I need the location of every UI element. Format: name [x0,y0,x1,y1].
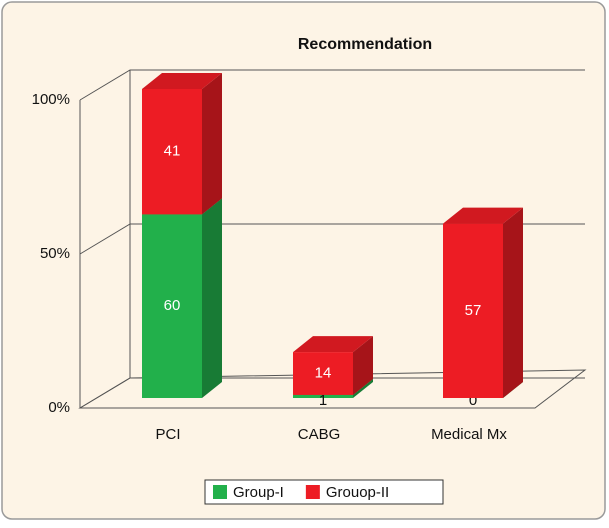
bar [293,352,353,395]
legend-swatch [305,485,320,499]
x-tick-label: Medical Mx [431,426,507,443]
y-tick-label: 100% [32,91,70,108]
bar [142,88,202,215]
x-tick-label: PCI [155,426,180,443]
data-label: 14 [315,364,332,381]
x-tick-label: CABG [298,426,341,443]
bar-side [353,336,373,395]
bar-top [443,207,523,224]
data-label: 57 [465,302,482,319]
grid-line [79,377,585,409]
data-label: 0 [469,392,477,409]
legend-label: Grouop-II [326,484,389,501]
bar-side [202,198,222,398]
bar-side [202,72,222,215]
data-label: 1 [319,392,327,409]
bar [443,223,503,398]
bar-top [293,336,373,353]
y-tick-label: 50% [40,245,70,262]
chart-title: Recommendation [298,36,432,53]
bar-top [142,72,222,89]
legend-label: Group-I [233,484,284,501]
data-label: 60 [164,297,181,314]
bar [142,214,202,398]
bar-side [503,207,523,398]
legend [204,479,444,505]
grid-line [79,223,585,255]
bar-side [353,378,373,398]
data-label: 41 [164,143,181,160]
y-tick-label: 0% [48,399,70,416]
legend-swatch [213,485,227,499]
bar [293,394,353,398]
grid-line [79,69,585,101]
